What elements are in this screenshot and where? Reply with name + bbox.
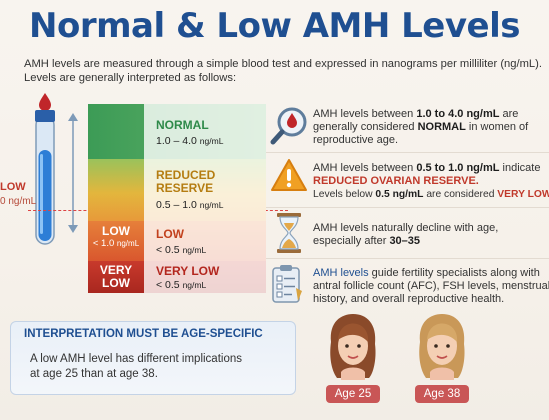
intro-text: AMH levels are measured through a simple…: [24, 57, 549, 85]
intro-line-2: Levels are generally interpreted as foll…: [24, 72, 237, 84]
intro-line-1: AMH levels are measured through a simple…: [24, 58, 542, 70]
scale-arrow-icon: [68, 113, 78, 233]
blood-drop-icon: [39, 93, 51, 111]
very-low-label: VERY LOW: [156, 264, 220, 278]
box-text: A low AMH level has different implicatio…: [30, 353, 242, 380]
normal-range: 1.0 – 4.0 ng/mL: [156, 135, 224, 147]
normal-label: NORMAL: [156, 118, 209, 132]
test-tube-icon: [35, 110, 55, 245]
side-low-value: 0 ng/mL: [0, 196, 37, 207]
clipboard-icon: [272, 265, 302, 303]
age-25-badge: Age 25: [326, 385, 380, 403]
very-low-left-label: VERY LOW: [99, 263, 133, 290]
age-interpretation-box: INTERPRETATION MUST BE AGE-SPECIFIC A lo…: [10, 321, 296, 395]
scale-very-low: VERY LOW VERY LOW < 0.5 ng/mL: [88, 261, 266, 293]
scale-normal: NORMAL 1.0 – 4.0 ng/mL: [88, 104, 266, 159]
amh-scale: NORMAL 1.0 – 4.0 ng/mL REDUCED RESERVE 0.…: [88, 104, 266, 293]
row-normal-text: AMH levels between 1.0 to 4.0 ng/mL are …: [313, 108, 529, 147]
row-age-text: AMH levels naturally decline with age, e…: [313, 222, 499, 248]
magnifier-blood-icon: [270, 107, 307, 145]
page-title: Normal & Low AMH Levels: [29, 6, 520, 46]
row-reduced-text: AMH levels between 0.5 to 1.0 ng/mL indi…: [313, 162, 549, 201]
low-left-value: < 1.0 ng/mL: [92, 238, 140, 249]
row-guide-text: AMH levels guide fertility specialists a…: [313, 267, 549, 306]
warning-icon: [271, 159, 307, 191]
age-38-badge: Age 38: [415, 385, 469, 403]
low-label: LOW: [156, 227, 184, 241]
woman-age-38-portrait: [419, 314, 465, 380]
low-range: < 0.5 ng/mL: [156, 244, 207, 256]
reduced-range: 0.5 – 1.0 ng/mL: [156, 199, 224, 211]
very-low-range: < 0.5 ng/mL: [156, 279, 207, 291]
scale-reduced: REDUCED RESERVE 0.5 – 1.0 ng/mL: [88, 159, 266, 221]
low-left-label: LOW: [102, 224, 130, 238]
side-low-label: LOW: [0, 181, 26, 193]
hourglass-icon: [277, 213, 301, 253]
woman-age-25-portrait: [330, 314, 376, 380]
reduced-label: REDUCED RESERVE: [156, 168, 216, 195]
box-title: INTERPRETATION MUST BE AGE-SPECIFIC: [24, 328, 263, 340]
scale-low: LOW < 1.0 ng/mL LOW < 0.5 ng/mL: [88, 221, 266, 261]
